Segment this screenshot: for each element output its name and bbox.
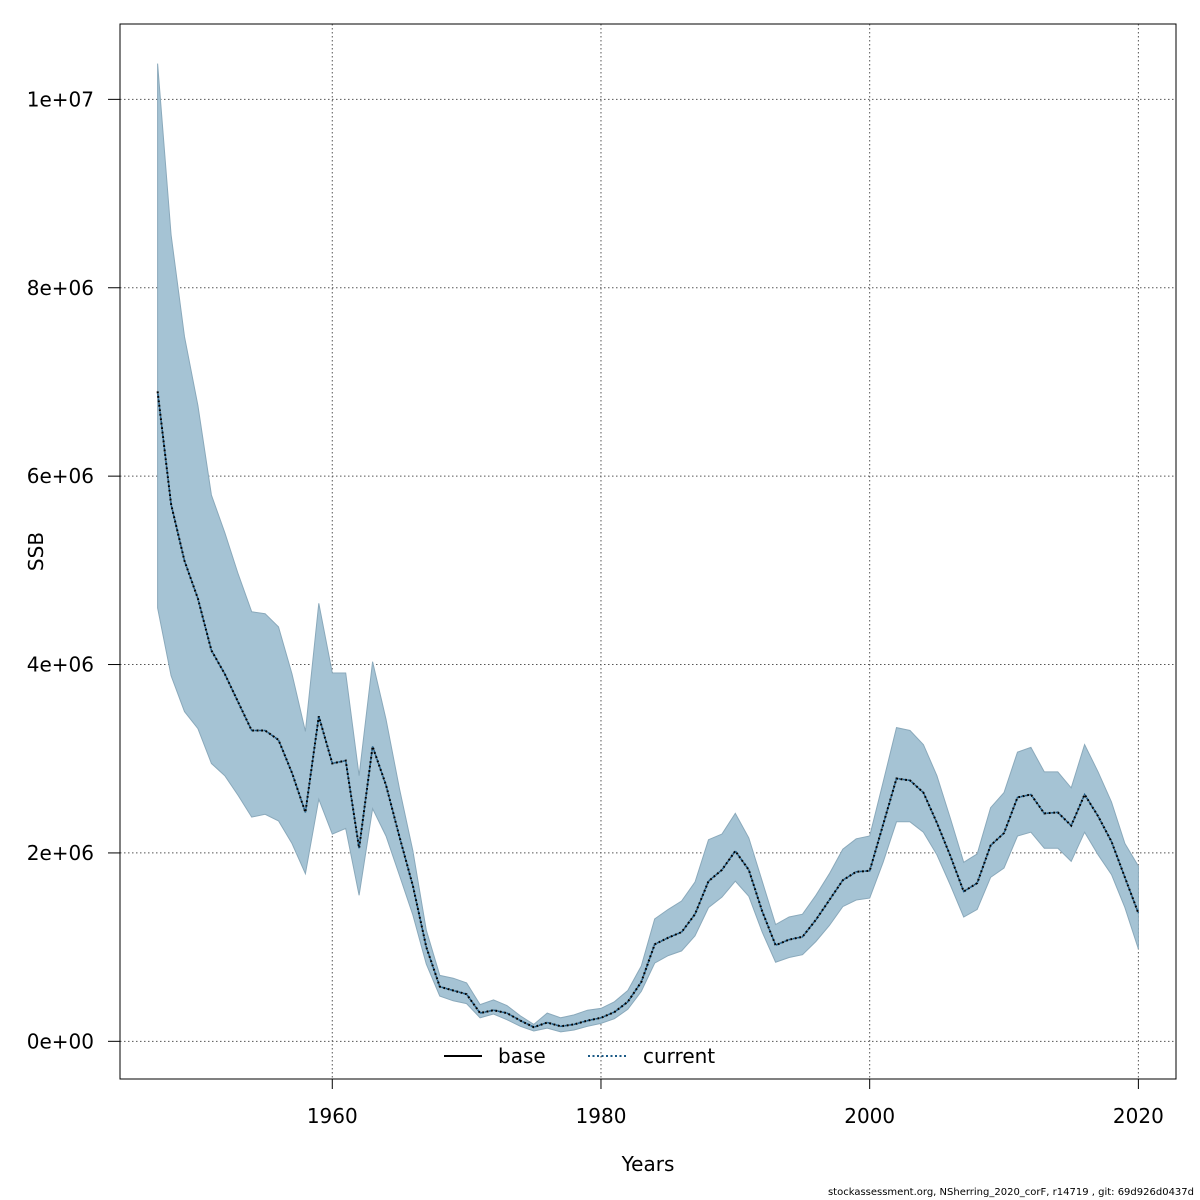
y-tick-label: 8e+06 (27, 276, 94, 300)
confidence-band (157, 63, 1139, 1033)
current-series-line (156, 391, 1140, 1029)
x-tick-label: 2020 (1113, 1104, 1164, 1128)
y-tick-label: 4e+06 (27, 653, 94, 677)
y-tick-label: 0e+00 (27, 1029, 94, 1053)
legend-base-label: base (498, 1044, 546, 1068)
footer-credit: stockassessment.org, NSherring_2020_corF… (827, 1187, 1194, 1198)
y-tick-label: 6e+06 (27, 464, 94, 488)
x-tick-label: 1980 (576, 1104, 627, 1128)
y-axis-title: SSB (24, 532, 48, 571)
x-tick-label: 2000 (844, 1104, 895, 1128)
x-axis-title: Years (621, 1152, 675, 1176)
legend-current-label: current (643, 1044, 715, 1068)
base-series-line (156, 391, 1140, 1029)
legend: base current (444, 1044, 715, 1068)
x-tick-label: 1960 (307, 1104, 358, 1128)
y-axis: 0e+00 2e+06 4e+06 6e+06 8e+06 1e+07 (27, 87, 121, 1053)
grid-lines (120, 24, 1176, 1079)
y-tick-label: 2e+06 (27, 841, 94, 865)
y-tick-label: 1e+07 (27, 87, 94, 111)
plot-frame (119, 23, 1177, 1080)
x-axis: 1960 1980 2000 2020 (307, 1078, 1164, 1128)
